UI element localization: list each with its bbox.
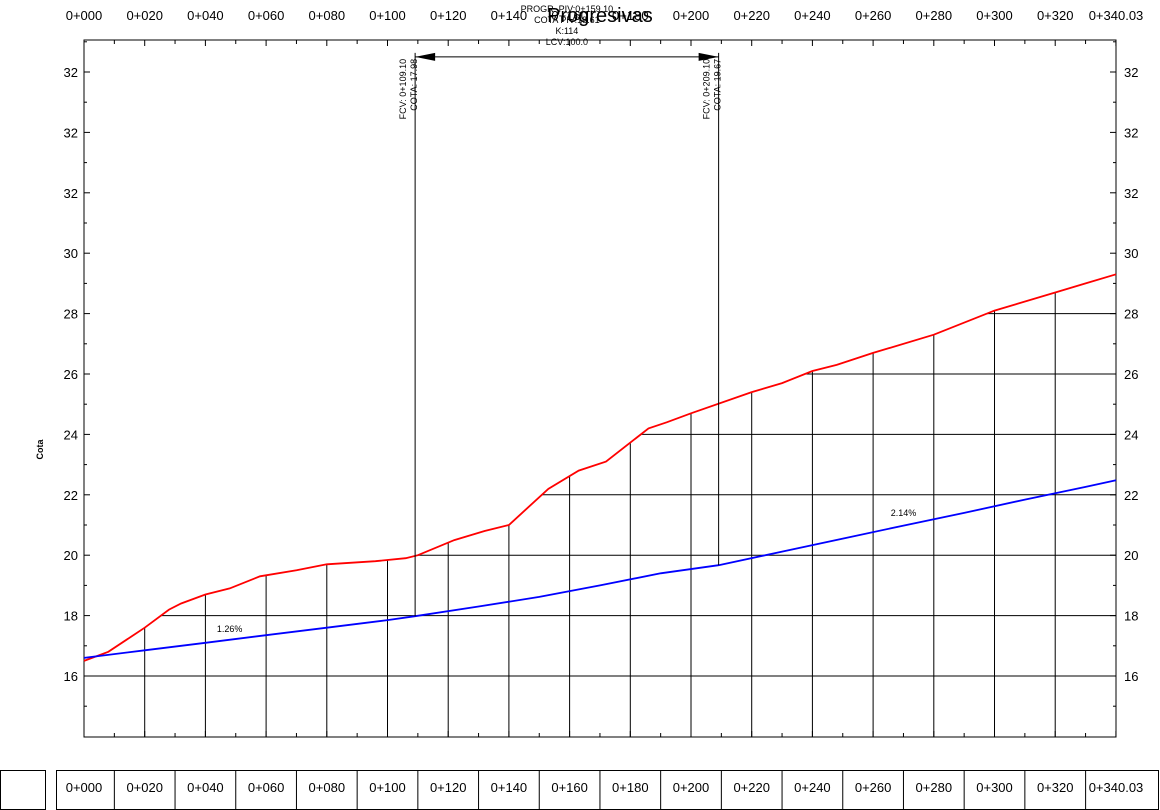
y-tick-label-left: 18 xyxy=(64,609,78,624)
vc-piv-info: COTA PIV:18.61 xyxy=(534,15,600,25)
y-tick-label-left: 22 xyxy=(64,488,78,503)
x-tick-label-bottom: 0+020 xyxy=(126,780,163,795)
vc-piv-info: PROGR. PIV:0+159.10 xyxy=(521,4,613,14)
y-tick-label-right: 18 xyxy=(1124,609,1138,624)
vc-station-label: FCV: 0+109.10 xyxy=(398,59,408,119)
y-tick-label-right: 32 xyxy=(1124,125,1138,140)
y-tick-label-left: 30 xyxy=(64,246,78,261)
x-tick-label-top: 0+160 xyxy=(551,8,588,23)
x-tick-label-top: 0+340.03 xyxy=(1089,8,1144,23)
grade-line xyxy=(83,479,1117,659)
vc-station-label: FCV: 0+209.10 xyxy=(702,59,712,119)
x-tick-label-top: 0+140 xyxy=(491,8,528,23)
y-tick-label-left: 32 xyxy=(64,125,78,140)
y-tick-label-right: 26 xyxy=(1124,367,1138,382)
profile-chart: 0+000 0+020 0+040 0+060 0+080 0+100 0+120 0+140… xyxy=(35,4,1144,738)
y-tick-label-left: 28 xyxy=(64,307,78,322)
x-tick-label-top: 0+300 xyxy=(976,8,1013,23)
station-table: 0+000 0+020 0+040 0+060 0+080 0+100 0+120 0+140… xyxy=(0,770,1160,810)
y-tick-label-left: 20 xyxy=(64,548,78,563)
terrain-profile-line xyxy=(83,273,1117,662)
vc-station-label: COTA: 19.67 xyxy=(713,59,723,111)
y-tick-label-left: 26 xyxy=(64,367,78,382)
x-tick-label-bottom: 0+100 xyxy=(369,780,406,795)
y-tick-label-right: 32 xyxy=(1124,65,1138,80)
x-tick-label-bottom: 0+080 xyxy=(309,780,346,795)
chart-frame xyxy=(83,39,1117,738)
x-tick-label-top: 0+260 xyxy=(855,8,892,23)
x-tick-label-top: 0+240 xyxy=(794,8,831,23)
x-tick-label-top: 0+100 xyxy=(369,8,406,23)
series-lines: 1.26% 2.14% xyxy=(83,273,1117,662)
y-tick-label-left: 32 xyxy=(64,65,78,80)
y-tick-label-right: 28 xyxy=(1124,307,1138,322)
x-tick-label-bottom: 0+060 xyxy=(248,780,285,795)
y-tick-label-right: 22 xyxy=(1124,488,1138,503)
vc-piv-info: LCV:100.0 xyxy=(546,37,588,47)
x-tick-label-bottom: 0+180 xyxy=(612,780,649,795)
x-tick-label-bottom: 0+200 xyxy=(673,780,710,795)
x-tick-label-bottom: 0+340.03 xyxy=(1089,780,1144,795)
x-tick-label-bottom: 0+260 xyxy=(855,780,892,795)
vc-station-label: COTA: 17.98 xyxy=(409,59,419,111)
y-tick-label-right: 24 xyxy=(1124,427,1138,442)
x-tick-label-bottom: 0+300 xyxy=(976,780,1013,795)
x-tick-label-bottom: 0+040 xyxy=(187,780,224,795)
y-tick-label-right: 20 xyxy=(1124,548,1138,563)
grade-label: 2.14% xyxy=(891,508,917,518)
x-tick-label-top: 0+220 xyxy=(733,8,770,23)
y-tick-label-left: 16 xyxy=(64,669,78,684)
x-tick-label-top: 0+180 xyxy=(612,8,649,23)
grid-lines xyxy=(84,313,1116,677)
x-tick-label-top: 0+080 xyxy=(309,8,346,23)
x-tick-label-bottom: 0+280 xyxy=(916,780,953,795)
x-tick-label-bottom: 0+160 xyxy=(551,780,588,795)
x-tick-label-top: 0+040 xyxy=(187,8,224,23)
x-tick-labels-top: 0+000 0+020 0+040 0+060 0+080 0+100 0+120 0+140… xyxy=(66,8,1144,23)
y-tick-label-right: 30 xyxy=(1124,246,1138,261)
x-tick-label-bottom: 0+120 xyxy=(430,780,467,795)
table-header-cell xyxy=(0,770,46,810)
x-tick-label-top: 0+200 xyxy=(673,8,710,23)
vc-arrow-left xyxy=(415,52,436,61)
y-tick-label-left: 32 xyxy=(64,186,78,201)
x-tick-label-bottom: 0+000 xyxy=(66,780,103,795)
x-tick-label-bottom: 0+220 xyxy=(733,780,770,795)
x-tick-label-top: 0+000 xyxy=(66,8,103,23)
x-tick-label-top: 0+060 xyxy=(248,8,285,23)
station-drop-lines xyxy=(144,292,1056,737)
y-tick-label-right: 32 xyxy=(1124,186,1138,201)
x-tick-label-top: 0+280 xyxy=(916,8,953,23)
chart-title: Progresivas xyxy=(547,5,653,27)
x-tick-label-top: 0+320 xyxy=(1037,8,1074,23)
x-tick-label-bottom: 0+240 xyxy=(794,780,831,795)
y-tick-labels: 16 16 18 18 20 20 22 22 24 24 26 26 28 28 30 30 32 32 32 32… xyxy=(64,65,1139,684)
y-tick-label-right: 16 xyxy=(1124,669,1138,684)
x-tick-label-bottom: 0+140 xyxy=(491,780,528,795)
x-tick-label-top: 0+120 xyxy=(430,8,467,23)
grade-label: 1.26% xyxy=(217,624,243,634)
y-tick-label-left: 24 xyxy=(64,427,78,442)
vc-piv-info: K:114 xyxy=(555,26,578,36)
vc-arrow-right xyxy=(698,52,719,61)
x-tick-label-bottom: 0+320 xyxy=(1037,780,1074,795)
y-axis-label: Cota xyxy=(35,439,45,460)
x-tick-label-top: 0+020 xyxy=(126,8,163,23)
